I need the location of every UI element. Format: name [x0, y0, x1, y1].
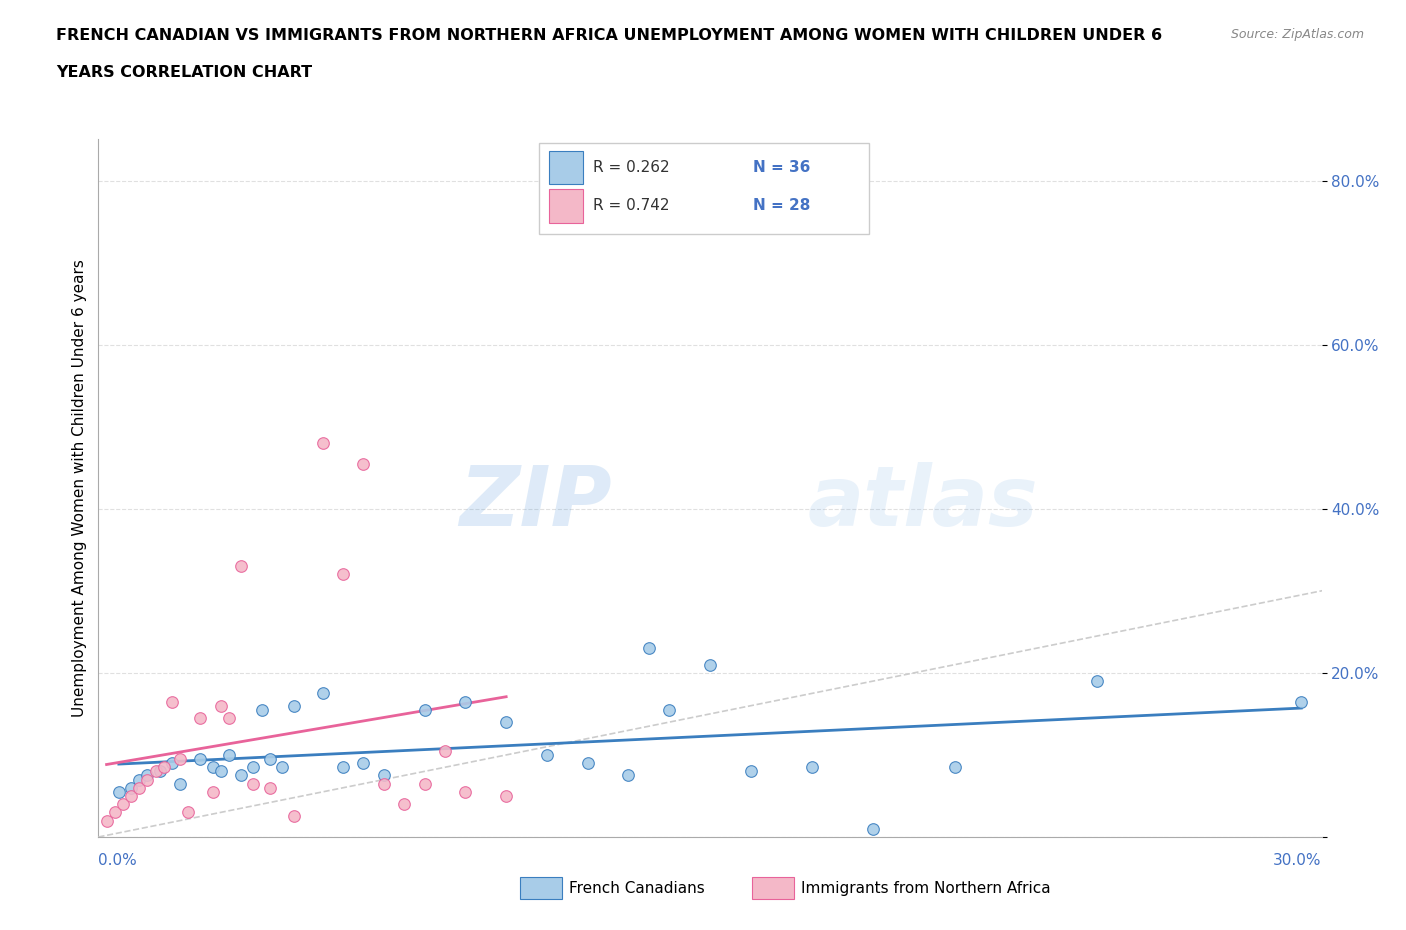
- Point: [160, 756, 183, 771]
- Point: [218, 711, 240, 725]
- Point: [312, 435, 335, 450]
- Point: [801, 760, 824, 775]
- Point: [209, 698, 232, 713]
- Point: [617, 768, 640, 783]
- Point: [392, 797, 416, 812]
- Point: [111, 797, 134, 812]
- Point: [699, 658, 721, 672]
- Point: [201, 784, 224, 799]
- Point: [576, 756, 599, 771]
- Point: [283, 698, 305, 713]
- Point: [128, 780, 150, 795]
- Point: [373, 777, 395, 791]
- Point: [1085, 673, 1108, 688]
- Point: [145, 764, 167, 778]
- Point: [136, 772, 159, 787]
- Point: [188, 751, 212, 766]
- Point: [96, 813, 118, 828]
- Text: ZIP: ZIP: [460, 461, 612, 543]
- Point: [169, 777, 191, 791]
- Text: N = 36: N = 36: [752, 160, 810, 175]
- Point: [149, 764, 172, 778]
- Point: [283, 809, 305, 824]
- Point: [231, 559, 253, 574]
- Point: [495, 714, 517, 729]
- Text: FRENCH CANADIAN VS IMMIGRANTS FROM NORTHERN AFRICA UNEMPLOYMENT AMONG WOMEN WITH: FRENCH CANADIAN VS IMMIGRANTS FROM NORTH…: [56, 28, 1163, 43]
- Point: [740, 764, 762, 778]
- Point: [201, 760, 224, 775]
- Point: [454, 784, 477, 799]
- Point: [152, 760, 174, 775]
- Point: [259, 751, 281, 766]
- Point: [177, 805, 200, 820]
- Point: [242, 760, 264, 775]
- Point: [495, 789, 517, 804]
- Point: [943, 760, 966, 775]
- Text: 0.0%: 0.0%: [98, 853, 138, 868]
- Text: 30.0%: 30.0%: [1274, 853, 1322, 868]
- Point: [250, 702, 273, 717]
- Point: [658, 702, 681, 717]
- Point: [218, 748, 240, 763]
- Point: [104, 805, 127, 820]
- Point: [108, 784, 131, 799]
- Point: [352, 457, 374, 472]
- Bar: [548, 189, 583, 222]
- Bar: [538, 143, 869, 233]
- Text: YEARS CORRELATION CHART: YEARS CORRELATION CHART: [56, 65, 312, 80]
- Text: Source: ZipAtlas.com: Source: ZipAtlas.com: [1230, 28, 1364, 41]
- Point: [169, 751, 191, 766]
- Point: [1291, 694, 1313, 709]
- Point: [188, 711, 212, 725]
- Point: [536, 748, 558, 763]
- Point: [434, 743, 457, 758]
- Y-axis label: Unemployment Among Women with Children Under 6 years: Unemployment Among Women with Children U…: [72, 259, 87, 717]
- Point: [413, 777, 436, 791]
- Point: [862, 821, 884, 836]
- Text: R = 0.742: R = 0.742: [592, 198, 669, 213]
- Point: [270, 760, 294, 775]
- Point: [136, 768, 159, 783]
- Text: atlas: atlas: [808, 461, 1039, 543]
- Text: French Canadians: French Canadians: [569, 881, 706, 896]
- Bar: [548, 151, 583, 184]
- Point: [120, 780, 142, 795]
- Point: [637, 641, 661, 656]
- Point: [242, 777, 264, 791]
- Point: [231, 768, 253, 783]
- Point: [332, 567, 354, 582]
- Point: [312, 686, 335, 701]
- Text: R = 0.262: R = 0.262: [592, 160, 669, 175]
- Point: [413, 702, 436, 717]
- Text: N = 28: N = 28: [752, 198, 810, 213]
- Text: Immigrants from Northern Africa: Immigrants from Northern Africa: [801, 881, 1052, 896]
- Point: [373, 768, 395, 783]
- Point: [332, 760, 354, 775]
- Point: [454, 694, 477, 709]
- Point: [209, 764, 232, 778]
- Point: [128, 772, 150, 787]
- Point: [259, 780, 281, 795]
- Point: [120, 789, 142, 804]
- Point: [352, 756, 374, 771]
- Point: [160, 694, 183, 709]
